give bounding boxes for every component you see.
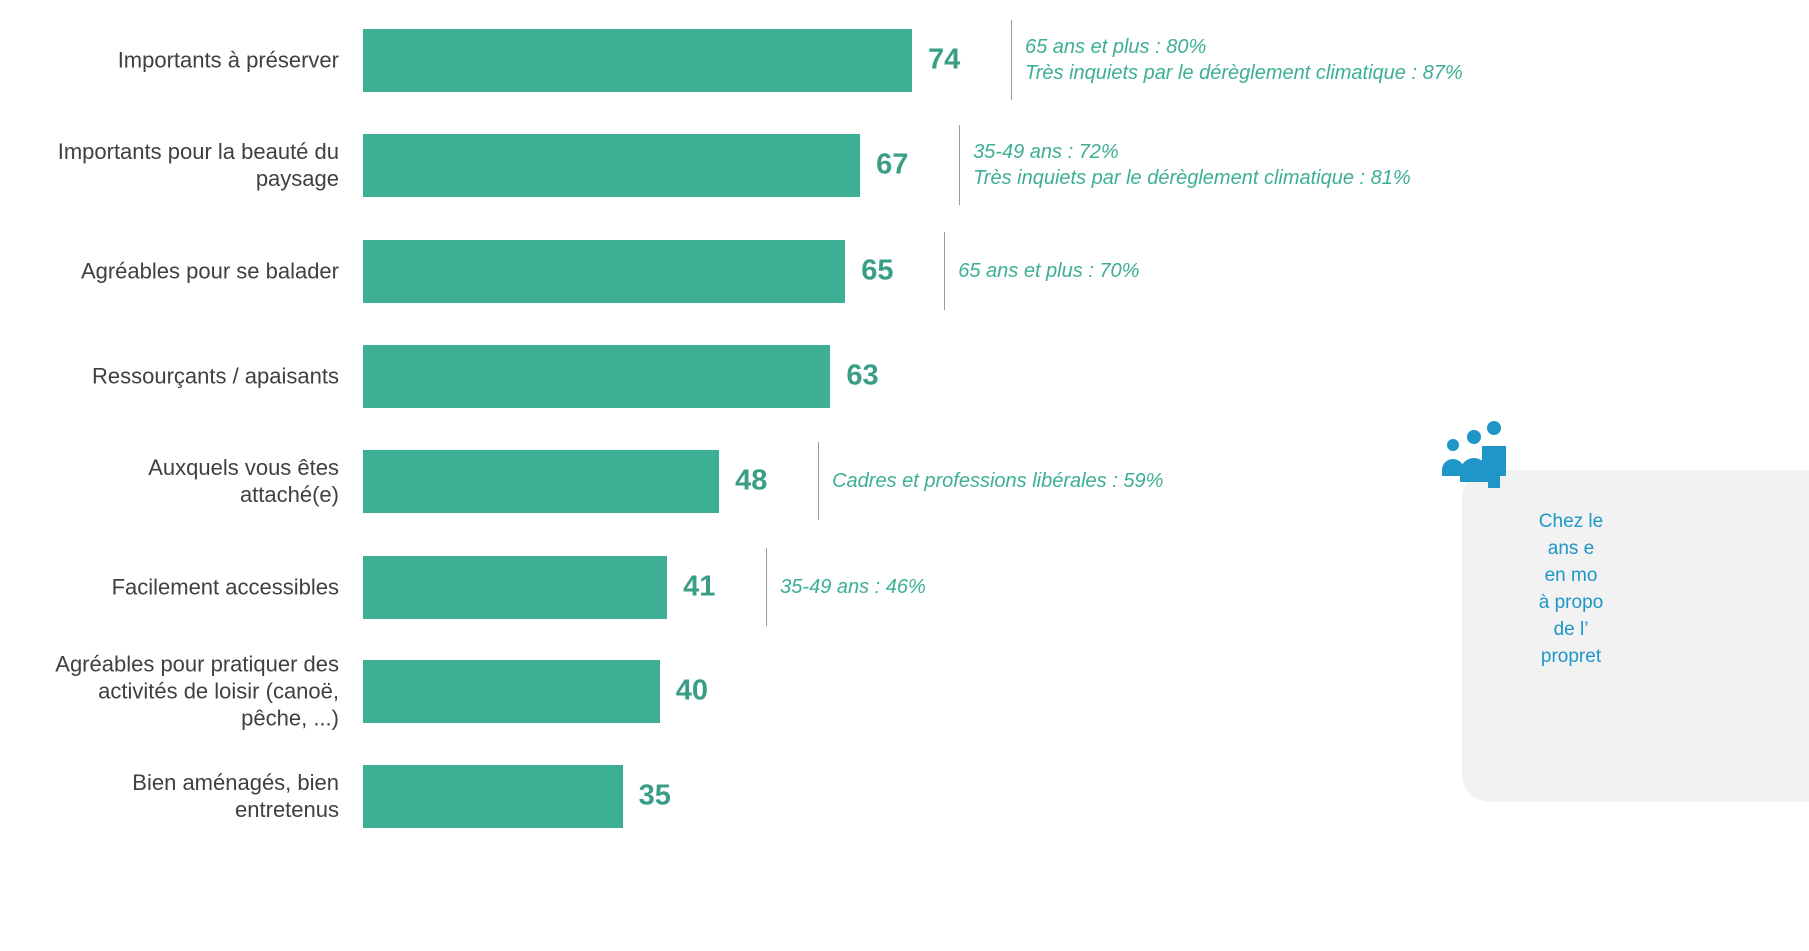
category-label: Bien aménagés, bien entretenus bbox=[132, 770, 339, 822]
bar bbox=[363, 659, 660, 723]
people-group-icon bbox=[1442, 421, 1506, 488]
bar-value-label: 63 bbox=[846, 359, 879, 392]
category-label: Auxquels vous êtes attaché(e) bbox=[148, 455, 339, 507]
bar bbox=[363, 555, 668, 619]
category-label: Agréables pour pratiquer des activités de… bbox=[55, 651, 339, 731]
category-label: Importants à préserver bbox=[117, 47, 339, 73]
annotation-divider bbox=[959, 125, 961, 205]
callout-line: Chez le bbox=[1538, 511, 1604, 532]
bar-value-label: 67 bbox=[876, 148, 909, 181]
annotation-text: 35-49 ans : 72% Très inquiets par le dérè… bbox=[973, 141, 1411, 189]
category-label: Importants pour la beauté du paysage bbox=[57, 139, 339, 191]
callout-line: de l’ bbox=[1553, 619, 1589, 640]
callout-line: à propo bbox=[1538, 592, 1604, 613]
annotation-divider bbox=[944, 232, 946, 310]
annotation-text: 35-49 ans : 46% bbox=[780, 576, 926, 598]
bar bbox=[363, 344, 831, 408]
bar bbox=[363, 239, 846, 303]
callout-line: en mo bbox=[1544, 565, 1598, 586]
callout-box bbox=[1462, 470, 1809, 802]
annotation-divider bbox=[766, 548, 768, 626]
bar-value-label: 65 bbox=[861, 254, 894, 287]
bar-value-label: 40 bbox=[675, 674, 709, 707]
callout-text: Chez le ans e en mo à propo de l’ propre… bbox=[1486, 508, 1656, 670]
callout-line: ans e bbox=[1547, 538, 1595, 559]
annotation-divider bbox=[818, 442, 820, 520]
bar bbox=[363, 449, 720, 513]
annotation-text: Cadres et professions libérales : 59% bbox=[832, 470, 1164, 492]
annotation-text: 65 ans et plus : 70% bbox=[958, 260, 1140, 282]
bar-value-label: 48 bbox=[735, 464, 768, 497]
category-label: Agréables pour se balader bbox=[80, 258, 339, 284]
bar bbox=[363, 28, 912, 92]
bar-value-label: 41 bbox=[683, 570, 716, 603]
category-label: Facilement accessibles bbox=[111, 574, 339, 600]
bar bbox=[363, 764, 623, 828]
annotation-text: 65 ans et plus : 80% Très inquiets par le… bbox=[1025, 36, 1463, 84]
callout-line: propret bbox=[1540, 646, 1602, 667]
category-label: Ressourçants / apaisants bbox=[91, 363, 339, 389]
bar-value-label: 74 bbox=[928, 43, 961, 76]
bar bbox=[363, 133, 861, 197]
annotation-divider bbox=[1011, 20, 1012, 100]
bar-value-label: 35 bbox=[638, 779, 671, 812]
